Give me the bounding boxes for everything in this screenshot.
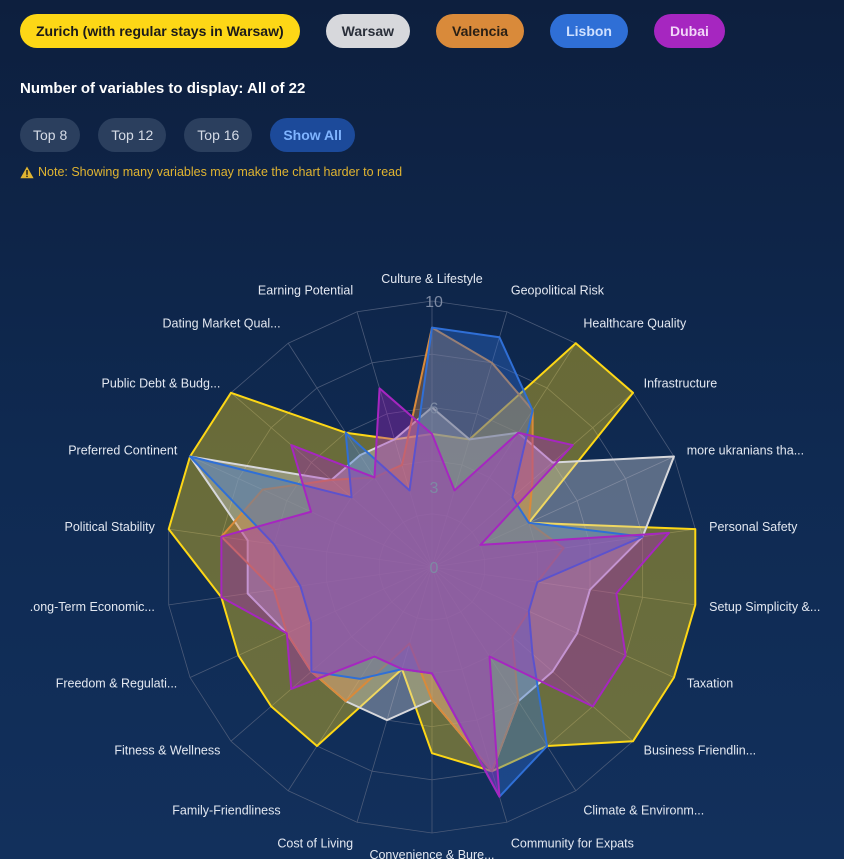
button-top-16[interactable]: Top 16 [184,118,253,152]
city-pill-lisbon[interactable]: Lisbon [550,14,628,48]
axis-label: Healthcare Quality [583,316,687,330]
axis-label: Political Stability [65,520,156,534]
city-pill-dubai[interactable]: Dubai [653,14,725,48]
axis-label: Fitness & Wellness [114,743,220,757]
axis-spoke [431,566,577,791]
axis-label: Preferred Continent [68,444,178,458]
axis-label: Public Debt & Budg... [102,377,221,391]
chart-note: Note: Showing many variables may make th… [20,165,402,179]
city-pill-valencia[interactable]: Valencia [436,14,525,48]
axis-label: Infrastructure [644,377,718,391]
button-show-all[interactable]: Show All [270,118,355,152]
tick-label: 10 [425,294,443,311]
axis-label: Setup Simplicity &... [709,600,820,614]
axis-label: Cost of Living [277,837,353,851]
axis-spoke [431,343,577,568]
city-selector: Zurich (with regular stays in Warsaw) War… [20,14,725,48]
axis-spoke [168,528,433,568]
series-zurich [167,342,697,773]
axis-label: Personal Safety [709,520,798,534]
button-top-12[interactable]: Top 12 [98,118,167,152]
axis-spoke [431,566,696,606]
axis-label: Earning Potential [258,283,353,297]
axis-spoke [431,456,675,568]
axis-label: Dating Market Qual... [163,316,281,330]
axis-label: Culture & Lifestyle [381,272,482,286]
axis-label: Convenience & Bure... [369,848,494,859]
axis-label: Taxation [687,676,734,690]
axis-spoke [356,566,433,823]
axis-label: more ukranians tha... [687,444,804,458]
axis-label: Freedom & Regulati... [56,676,178,690]
button-top-8[interactable]: Top 8 [20,118,81,152]
axis-label: Family-Friendliness [172,804,280,818]
warning-icon [20,166,34,178]
axis-label: Climate & Environm... [583,804,704,818]
series-valencia [220,326,565,773]
axis-label: Geopolitical Risk [511,283,605,297]
tick-label: 0 [430,560,439,577]
city-pill-zurich[interactable]: Zurich (with regular stays in Warsaw) [20,14,300,48]
axis-label: .ong-Term Economic... [30,600,155,614]
axis-label: Business Friendlin... [644,743,757,757]
axis-spoke [431,566,675,678]
tick-label: 6 [430,400,439,417]
axis-spoke [230,566,433,742]
variables-heading: Number of variables to display: All of 2… [20,80,306,97]
axis-spoke [431,566,508,823]
axis-label: Community for Expats [511,837,634,851]
note-text: Note: Showing many variables may make th… [38,165,403,179]
series-dubai [220,387,670,798]
city-pill-warsaw[interactable]: Warsaw [325,14,411,48]
variable-count-buttons: Top 8 Top 12 Top 16 Show All [20,118,355,152]
tick-label: 3 [430,480,439,497]
